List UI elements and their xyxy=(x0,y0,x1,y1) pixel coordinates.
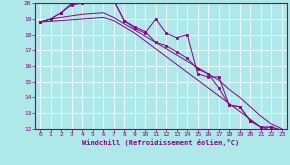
X-axis label: Windchill (Refroidissement éolien,°C): Windchill (Refroidissement éolien,°C) xyxy=(82,139,240,146)
